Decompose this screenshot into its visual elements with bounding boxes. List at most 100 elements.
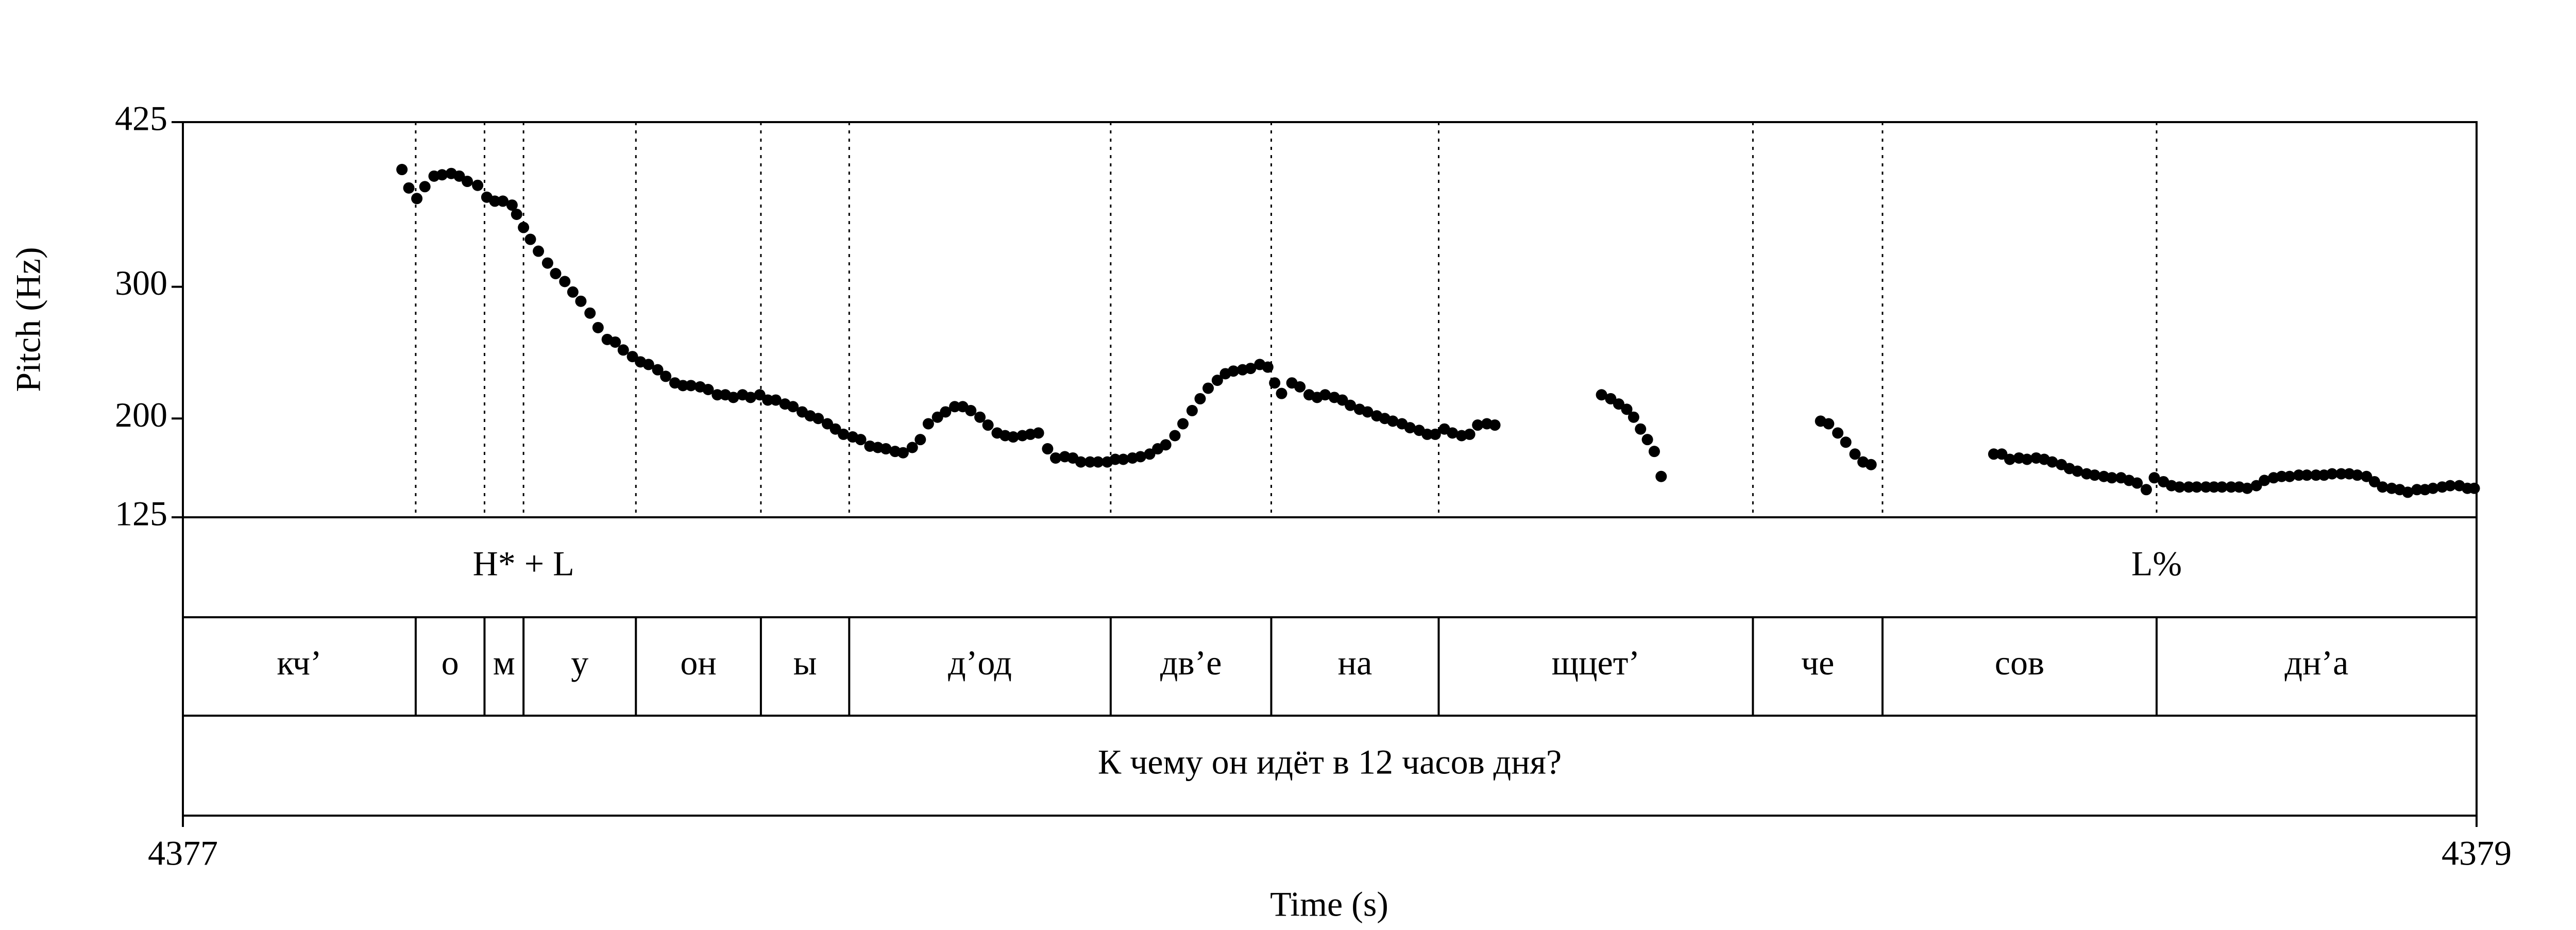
- pitch-point: [1177, 418, 1189, 430]
- pitch-point: [660, 370, 672, 382]
- pitch-point: [1472, 419, 1484, 431]
- pitch-point: [2368, 476, 2380, 487]
- pitch-point: [1345, 399, 1357, 411]
- pitch-point: [1144, 448, 1156, 460]
- pitch-point: [472, 179, 484, 191]
- pitch-point: [524, 233, 536, 245]
- pitch-point: [2444, 480, 2456, 492]
- pitch-point: [982, 419, 994, 431]
- point-label: H* + L: [473, 544, 574, 583]
- pitch-point: [567, 286, 579, 298]
- pitch-point: [1605, 393, 1617, 404]
- pitch-point: [1464, 428, 1476, 440]
- pitch-point: [497, 195, 509, 207]
- pitch-point: [906, 442, 918, 453]
- pitch-point: [744, 392, 756, 403]
- pitch-point: [754, 389, 766, 401]
- pitch-point: [1641, 434, 1653, 446]
- pitch-point: [2183, 481, 2195, 493]
- interval-label: кч’: [277, 643, 321, 682]
- pitch-point: [2361, 470, 2372, 482]
- pitch-point: [559, 276, 571, 288]
- pitch-point: [419, 181, 431, 193]
- pitch-point: [1269, 377, 1281, 389]
- pitch-point: [533, 245, 545, 257]
- y-tick-label: 425: [115, 99, 167, 138]
- pitch-point: [2174, 481, 2185, 493]
- interval-label: К чему он идёт в 12 часов дня?: [1098, 742, 1562, 782]
- pitch-point: [1202, 382, 1214, 394]
- pitch-point: [965, 404, 977, 416]
- interval-label: щцет’: [1552, 643, 1640, 682]
- pitch-point: [575, 295, 587, 307]
- pitch-point: [931, 411, 943, 423]
- pitch-point: [1294, 381, 1306, 393]
- pitch-point: [411, 193, 423, 205]
- pitch-point: [914, 434, 926, 446]
- pitch-point: [2089, 469, 2100, 481]
- pitch-point: [1042, 443, 1054, 455]
- pitch-point: [812, 413, 824, 425]
- pitch-point: [2225, 481, 2237, 493]
- y-axis-label: Pitch (Hz): [9, 247, 48, 392]
- pitch-point: [584, 307, 596, 319]
- pitch-point: [940, 406, 952, 418]
- pitch-point: [2191, 481, 2202, 493]
- pitch-point: [2276, 470, 2287, 482]
- pitch-point: [1134, 451, 1146, 463]
- y-tick-label: 200: [115, 395, 167, 434]
- pitch-point: [2072, 465, 2083, 477]
- x-axis-label: Time (s): [1270, 885, 1388, 924]
- pitch-point: [2241, 482, 2253, 494]
- pitch-point: [2259, 475, 2270, 486]
- pitch-point: [609, 336, 621, 348]
- pitch-point: [2427, 482, 2439, 494]
- pitch-point: [462, 176, 473, 188]
- pitch-point: [762, 394, 774, 406]
- interval-label: ы: [793, 643, 817, 682]
- pitch-point: [838, 428, 850, 440]
- pitch-point: [511, 208, 522, 220]
- pitch-point: [1429, 428, 1441, 440]
- pitch-point: [677, 380, 689, 392]
- pitch-point: [2200, 481, 2212, 493]
- x-tick-label: 4379: [2442, 834, 2512, 873]
- pitch-point: [855, 434, 867, 446]
- pitch-point: [1596, 389, 1607, 401]
- pitch-point: [1075, 456, 1087, 468]
- pitch-point: [2293, 469, 2304, 481]
- pitch-point: [787, 401, 799, 413]
- pitch-point: [880, 443, 892, 455]
- pitch-point: [2106, 472, 2118, 484]
- pitch-point: [2250, 480, 2262, 492]
- pitch-point: [1421, 428, 1433, 440]
- pitch-point: [2301, 469, 2313, 481]
- x-tick-label: 4377: [148, 834, 218, 873]
- y-tick-label: 300: [115, 263, 167, 302]
- pitch-point: [453, 170, 465, 182]
- pitch-point: [1032, 427, 1044, 439]
- pitch-point: [436, 169, 448, 181]
- pitch-point: [1109, 453, 1121, 465]
- pitch-point: [770, 394, 782, 406]
- pitch-point: [1228, 365, 1240, 377]
- pitch-point: [1840, 436, 1852, 448]
- pitch-point: [2021, 453, 2033, 465]
- interval-label: дн’а: [2285, 643, 2349, 682]
- interval-label: на: [1338, 643, 1372, 682]
- pitch-point: [1049, 452, 1061, 464]
- pitch-point: [685, 380, 697, 392]
- pitch-point: [1245, 363, 1257, 375]
- pitch-point: [1160, 439, 1172, 451]
- pitch-point: [2148, 472, 2160, 484]
- pitch-point: [2310, 469, 2322, 481]
- pitch-point: [1092, 456, 1104, 468]
- pitch-point: [974, 411, 986, 423]
- pitch-point: [727, 392, 739, 403]
- pitch-point: [2004, 453, 2016, 465]
- frame: [182, 121, 2478, 817]
- pitch-point: [2326, 468, 2338, 480]
- pitch-point: [1489, 419, 1501, 431]
- interval-label: че: [1801, 643, 1834, 682]
